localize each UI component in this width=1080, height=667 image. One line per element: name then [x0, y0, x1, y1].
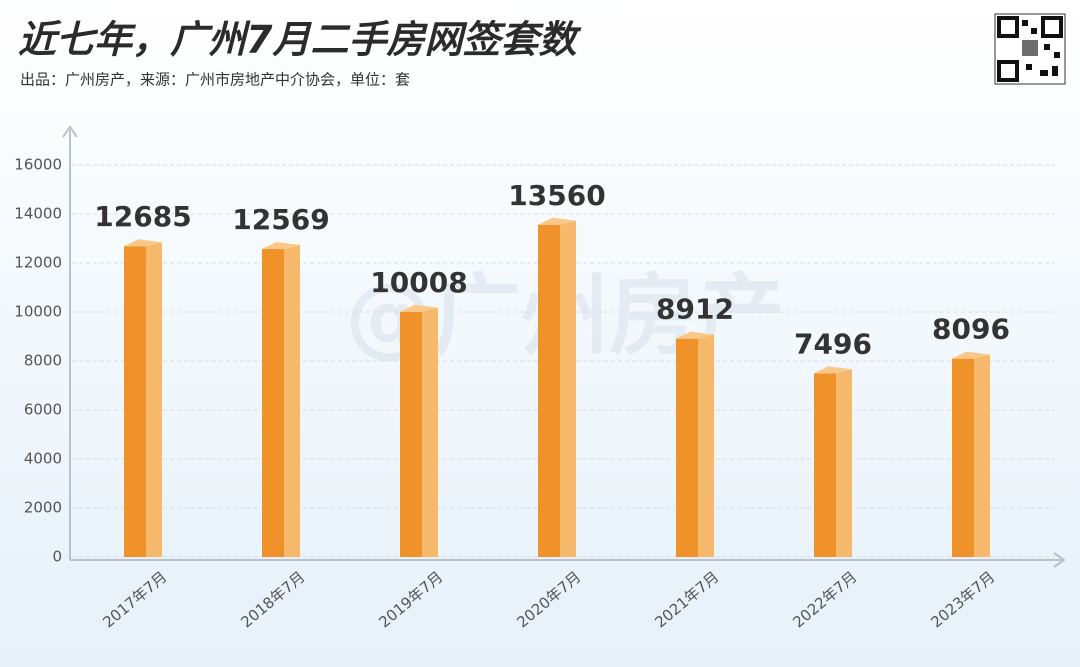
bar: [124, 246, 146, 557]
bar: [262, 249, 284, 557]
axes: [62, 125, 1066, 568]
bar-top: [538, 217, 576, 225]
y-tick-label: 6000: [24, 401, 62, 419]
data-label: 8912: [656, 293, 734, 326]
y-tick-label: 0: [52, 548, 62, 566]
data-label: 12685: [94, 200, 191, 233]
bar-top: [400, 304, 438, 312]
y-tick-label: 8000: [24, 352, 62, 370]
chart-subtitle: 出品：广州房产，来源：广州市房地产中介协会，单位：套: [20, 71, 410, 89]
y-tick-label: 4000: [24, 450, 62, 468]
chart-title: 近七年，广州7月二手房网签套数: [18, 18, 581, 62]
bar: [400, 311, 422, 557]
bar: [814, 373, 836, 557]
bar-top: [952, 351, 990, 359]
bar: [952, 358, 974, 557]
bar-side: [836, 369, 852, 557]
bar-top: [814, 366, 852, 374]
data-label: 12569: [232, 203, 329, 236]
bar-top: [676, 331, 714, 339]
data-label: 7496: [794, 327, 872, 360]
data-label: 13560: [508, 179, 605, 212]
y-tick-label: 12000: [14, 254, 62, 272]
y-tick-label: 14000: [14, 205, 62, 223]
bar-side: [422, 307, 438, 557]
y-tick-label: 2000: [24, 499, 62, 517]
y-tick-label: 16000: [14, 156, 62, 174]
bar-side: [698, 334, 714, 557]
bar: [676, 338, 698, 557]
bar-side: [974, 354, 990, 557]
bar-side: [146, 242, 162, 557]
bar-side: [284, 245, 300, 557]
bar: [538, 224, 560, 557]
bar-top: [124, 239, 162, 247]
data-label: 10008: [370, 266, 467, 299]
bar-side: [560, 220, 576, 557]
y-tick-label: 10000: [14, 303, 62, 321]
bar-top: [262, 242, 300, 250]
qr-code: [994, 13, 1066, 85]
data-label: 8096: [932, 313, 1010, 346]
